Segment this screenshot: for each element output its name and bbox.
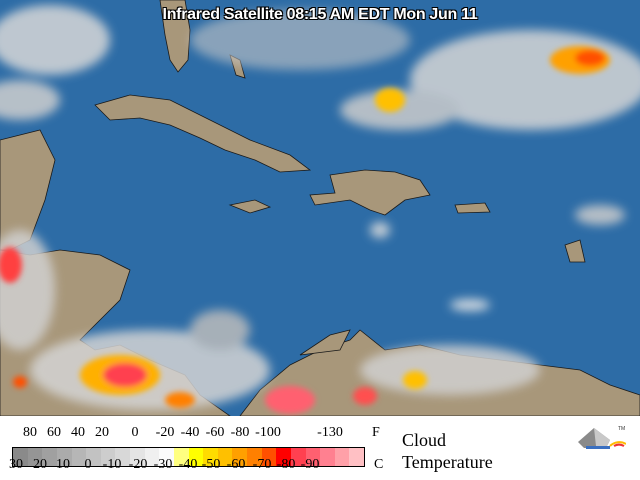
fahrenheit-tick: 60 bbox=[47, 425, 61, 440]
scale-swatch bbox=[247, 448, 262, 466]
fahrenheit-tick: 20 bbox=[95, 425, 109, 440]
scale-swatch bbox=[27, 448, 43, 466]
scale-swatch bbox=[159, 448, 174, 466]
scale-swatch bbox=[86, 448, 101, 466]
guajira bbox=[299, 329, 351, 356]
fahrenheit-tick: 80 bbox=[23, 425, 37, 440]
puerto-rico bbox=[454, 202, 491, 214]
celsius-tick: 30 bbox=[9, 457, 23, 472]
scale-swatch bbox=[349, 448, 364, 466]
celsius-tick: -70 bbox=[252, 457, 272, 472]
florida bbox=[159, 0, 191, 73]
scale-swatch bbox=[144, 448, 160, 466]
cuba bbox=[94, 94, 312, 173]
celsius-tick: -30 bbox=[153, 457, 173, 472]
celsius-tick: 20 bbox=[33, 457, 47, 472]
fahrenheit-tick: 40 bbox=[71, 425, 85, 440]
scale-swatch bbox=[13, 448, 28, 466]
celsius-tick: -90 bbox=[300, 457, 320, 472]
scale-swatch bbox=[305, 448, 321, 466]
scale-swatch bbox=[42, 448, 57, 466]
fahrenheit-tick: -100 bbox=[255, 425, 281, 440]
scale-swatch bbox=[232, 448, 247, 466]
celsius-tick: 10 bbox=[56, 457, 70, 472]
scale-swatch bbox=[290, 448, 306, 466]
fahrenheit-tick: -60 bbox=[205, 425, 225, 440]
scale-swatch bbox=[261, 448, 277, 466]
color-scale-bar bbox=[12, 447, 365, 467]
scale-swatch bbox=[130, 448, 145, 466]
celsius-tick: -80 bbox=[276, 457, 296, 472]
fahrenheit-unit: F bbox=[372, 425, 380, 440]
scale-swatch bbox=[320, 448, 335, 466]
celsius-tick: -50 bbox=[201, 457, 221, 472]
celsius-tick: -20 bbox=[128, 457, 148, 472]
scale-swatch bbox=[217, 448, 233, 466]
infrared-satellite-map bbox=[0, 0, 640, 416]
map-title: Infrared Satellite 08:15 AM EDT Mon Jun … bbox=[162, 6, 478, 23]
fahrenheit-tick: -20 bbox=[155, 425, 175, 440]
cloud-cover bbox=[0, 5, 640, 410]
jamaica bbox=[228, 199, 272, 214]
scale-swatch bbox=[334, 448, 350, 466]
scale-swatch bbox=[71, 448, 87, 466]
weather-service-logo-icon: TM bbox=[578, 426, 626, 449]
celsius-tick: -10 bbox=[102, 457, 122, 472]
scale-swatch bbox=[203, 448, 218, 466]
scale-swatch bbox=[173, 448, 189, 466]
cloud-temperature-legend: F C Cloud Temperature TM 80 60 40 20 0 -20 -40… bbox=[0, 416, 640, 480]
celsius-tick: -60 bbox=[226, 457, 246, 472]
trademark-mark: TM bbox=[618, 426, 625, 432]
small-island bbox=[564, 239, 586, 263]
fahrenheit-tick: -40 bbox=[180, 425, 200, 440]
legend-label-cloud: Cloud bbox=[402, 430, 447, 450]
scale-swatch bbox=[100, 448, 116, 466]
scale-swatch bbox=[115, 448, 130, 466]
celsius-tick: 0 bbox=[84, 457, 92, 472]
legend-label-temperature: Temperature bbox=[402, 452, 493, 472]
hispaniola bbox=[309, 169, 431, 216]
cold-cloud-tops bbox=[0, 46, 610, 414]
celsius-tick: -40 bbox=[178, 457, 198, 472]
celsius-unit: C bbox=[374, 457, 384, 472]
fahrenheit-tick: -130 bbox=[317, 425, 343, 440]
fahrenheit-tick: -80 bbox=[230, 425, 250, 440]
fahrenheit-tick: 0 bbox=[131, 425, 139, 440]
scale-swatch bbox=[188, 448, 204, 466]
scale-swatch bbox=[56, 448, 72, 466]
scale-swatch bbox=[276, 448, 291, 466]
